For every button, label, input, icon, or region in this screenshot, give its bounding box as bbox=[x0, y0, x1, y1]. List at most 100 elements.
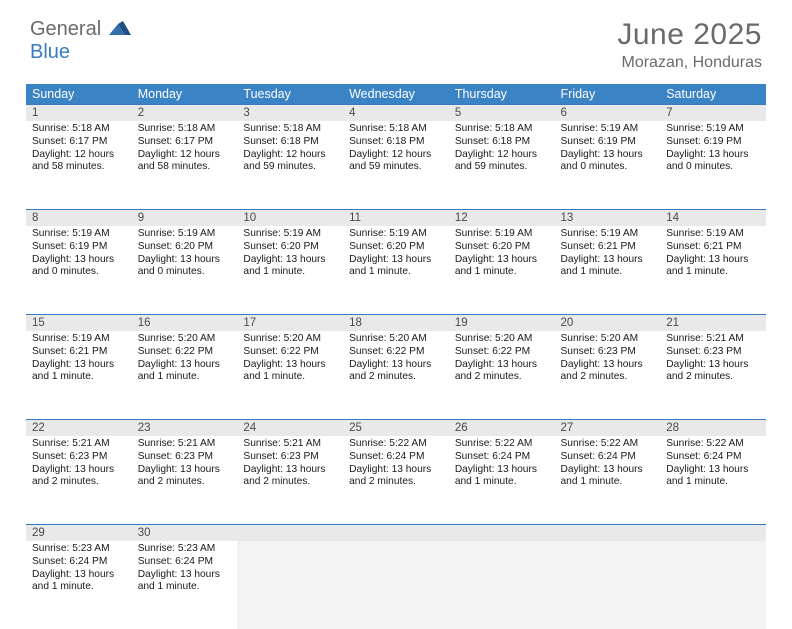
weekday-header: Friday bbox=[555, 84, 661, 104]
day-cell: Sunrise: 5:18 AMSunset: 6:18 PMDaylight:… bbox=[449, 121, 555, 178]
weekday-header: Monday bbox=[132, 84, 238, 104]
daylight-line2: and 1 minute. bbox=[349, 266, 445, 279]
daylight-line1: Daylight: 13 hours bbox=[138, 464, 234, 477]
daylight-line1: Daylight: 12 hours bbox=[138, 149, 234, 162]
sunset-text: Sunset: 6:18 PM bbox=[243, 136, 339, 149]
day-cell: Sunrise: 5:19 AMSunset: 6:20 PMDaylight:… bbox=[132, 226, 238, 283]
daylight-line1: Daylight: 13 hours bbox=[138, 359, 234, 372]
sunrise-text: Sunrise: 5:20 AM bbox=[455, 333, 551, 346]
daylight-line1: Daylight: 13 hours bbox=[32, 464, 128, 477]
day-number: 21 bbox=[660, 314, 766, 331]
daylight-line1: Daylight: 13 hours bbox=[561, 359, 657, 372]
empty-day-cell bbox=[343, 541, 449, 547]
day-cell: Sunrise: 5:19 AMSunset: 6:21 PMDaylight:… bbox=[555, 226, 661, 283]
daylight-line2: and 1 minute. bbox=[32, 581, 128, 594]
day-number: 29 bbox=[26, 524, 132, 541]
sunrise-text: Sunrise: 5:22 AM bbox=[349, 438, 445, 451]
sunrise-text: Sunrise: 5:21 AM bbox=[243, 438, 339, 451]
logo-mark-icon bbox=[109, 21, 131, 35]
week-content-row: Sunrise: 5:18 AMSunset: 6:17 PMDaylight:… bbox=[26, 121, 766, 209]
daylight-line1: Daylight: 13 hours bbox=[666, 359, 762, 372]
sunset-text: Sunset: 6:23 PM bbox=[561, 346, 657, 359]
day-cell: Sunrise: 5:20 AMSunset: 6:22 PMDaylight:… bbox=[132, 331, 238, 388]
week-number-row: 22232425262728 bbox=[26, 419, 766, 436]
weekday-header-row: Sunday Monday Tuesday Wednesday Thursday… bbox=[26, 84, 766, 104]
sunset-text: Sunset: 6:20 PM bbox=[243, 241, 339, 254]
sunrise-text: Sunrise: 5:19 AM bbox=[32, 228, 128, 241]
empty-day-number bbox=[660, 524, 766, 541]
day-cell: Sunrise: 5:22 AMSunset: 6:24 PMDaylight:… bbox=[555, 436, 661, 493]
day-cell: Sunrise: 5:18 AMSunset: 6:17 PMDaylight:… bbox=[26, 121, 132, 178]
location-label: Morazan, Honduras bbox=[617, 54, 762, 72]
sunset-text: Sunset: 6:22 PM bbox=[349, 346, 445, 359]
day-number: 15 bbox=[26, 314, 132, 331]
day-number: 22 bbox=[26, 419, 132, 436]
daylight-line1: Daylight: 13 hours bbox=[243, 359, 339, 372]
daylight-line1: Daylight: 13 hours bbox=[455, 464, 551, 477]
daylight-line2: and 1 minute. bbox=[243, 266, 339, 279]
daylight-line1: Daylight: 13 hours bbox=[666, 254, 762, 267]
daylight-line2: and 2 minutes. bbox=[349, 371, 445, 384]
day-cell: Sunrise: 5:19 AMSunset: 6:20 PMDaylight:… bbox=[449, 226, 555, 283]
day-cell: Sunrise: 5:21 AMSunset: 6:23 PMDaylight:… bbox=[132, 436, 238, 493]
sunrise-text: Sunrise: 5:19 AM bbox=[561, 228, 657, 241]
sunset-text: Sunset: 6:23 PM bbox=[666, 346, 762, 359]
sunrise-text: Sunrise: 5:18 AM bbox=[349, 123, 445, 136]
day-number: 30 bbox=[132, 524, 238, 541]
day-cell: Sunrise: 5:20 AMSunset: 6:22 PMDaylight:… bbox=[449, 331, 555, 388]
empty-day-number bbox=[449, 524, 555, 541]
day-cell: Sunrise: 5:18 AMSunset: 6:18 PMDaylight:… bbox=[343, 121, 449, 178]
daylight-line1: Daylight: 13 hours bbox=[349, 359, 445, 372]
sunset-text: Sunset: 6:23 PM bbox=[32, 451, 128, 464]
sunrise-text: Sunrise: 5:20 AM bbox=[138, 333, 234, 346]
empty-day-cell bbox=[660, 541, 766, 547]
day-cell: Sunrise: 5:21 AMSunset: 6:23 PMDaylight:… bbox=[26, 436, 132, 493]
daylight-line2: and 1 minute. bbox=[561, 476, 657, 489]
daylight-line2: and 1 minute. bbox=[666, 476, 762, 489]
day-cell: Sunrise: 5:19 AMSunset: 6:19 PMDaylight:… bbox=[26, 226, 132, 283]
empty-day-cell bbox=[449, 541, 555, 547]
empty-day-number bbox=[555, 524, 661, 541]
sunrise-text: Sunrise: 5:20 AM bbox=[349, 333, 445, 346]
empty-day-number bbox=[343, 524, 449, 541]
daylight-line1: Daylight: 12 hours bbox=[349, 149, 445, 162]
sunset-text: Sunset: 6:17 PM bbox=[138, 136, 234, 149]
sunrise-text: Sunrise: 5:20 AM bbox=[561, 333, 657, 346]
daylight-line1: Daylight: 12 hours bbox=[243, 149, 339, 162]
daylight-line1: Daylight: 12 hours bbox=[32, 149, 128, 162]
day-cell: Sunrise: 5:19 AMSunset: 6:21 PMDaylight:… bbox=[660, 226, 766, 283]
weekday-header: Tuesday bbox=[237, 84, 343, 104]
daylight-line2: and 1 minute. bbox=[455, 476, 551, 489]
daylight-line2: and 2 minutes. bbox=[561, 371, 657, 384]
daylight-line2: and 1 minute. bbox=[32, 371, 128, 384]
day-cell: Sunrise: 5:19 AMSunset: 6:19 PMDaylight:… bbox=[660, 121, 766, 178]
week-content-row: Sunrise: 5:19 AMSunset: 6:19 PMDaylight:… bbox=[26, 226, 766, 314]
title-block: June 2025 Morazan, Honduras bbox=[617, 18, 762, 72]
sunrise-text: Sunrise: 5:19 AM bbox=[455, 228, 551, 241]
daylight-line2: and 59 minutes. bbox=[455, 161, 551, 174]
sunset-text: Sunset: 6:20 PM bbox=[138, 241, 234, 254]
sunrise-text: Sunrise: 5:21 AM bbox=[666, 333, 762, 346]
daylight-line1: Daylight: 13 hours bbox=[561, 149, 657, 162]
day-number: 28 bbox=[660, 419, 766, 436]
daylight-line2: and 2 minutes. bbox=[666, 371, 762, 384]
week-number-row: 15161718192021 bbox=[26, 314, 766, 331]
daylight-line2: and 1 minute. bbox=[561, 266, 657, 279]
day-number: 13 bbox=[555, 209, 661, 226]
daylight-line2: and 58 minutes. bbox=[32, 161, 128, 174]
week-number-row: 891011121314 bbox=[26, 209, 766, 226]
calendar-table: Sunday Monday Tuesday Wednesday Thursday… bbox=[26, 84, 766, 629]
sunrise-text: Sunrise: 5:19 AM bbox=[561, 123, 657, 136]
sunrise-text: Sunrise: 5:23 AM bbox=[138, 543, 234, 556]
sunset-text: Sunset: 6:24 PM bbox=[666, 451, 762, 464]
day-number: 12 bbox=[449, 209, 555, 226]
sunset-text: Sunset: 6:23 PM bbox=[243, 451, 339, 464]
daylight-line2: and 2 minutes. bbox=[32, 476, 128, 489]
day-cell: Sunrise: 5:20 AMSunset: 6:22 PMDaylight:… bbox=[237, 331, 343, 388]
daylight-line1: Daylight: 13 hours bbox=[32, 359, 128, 372]
day-cell: Sunrise: 5:18 AMSunset: 6:17 PMDaylight:… bbox=[132, 121, 238, 178]
day-cell: Sunrise: 5:23 AMSunset: 6:24 PMDaylight:… bbox=[26, 541, 132, 598]
daylight-line2: and 1 minute. bbox=[666, 266, 762, 279]
day-number: 18 bbox=[343, 314, 449, 331]
sunset-text: Sunset: 6:24 PM bbox=[138, 556, 234, 569]
